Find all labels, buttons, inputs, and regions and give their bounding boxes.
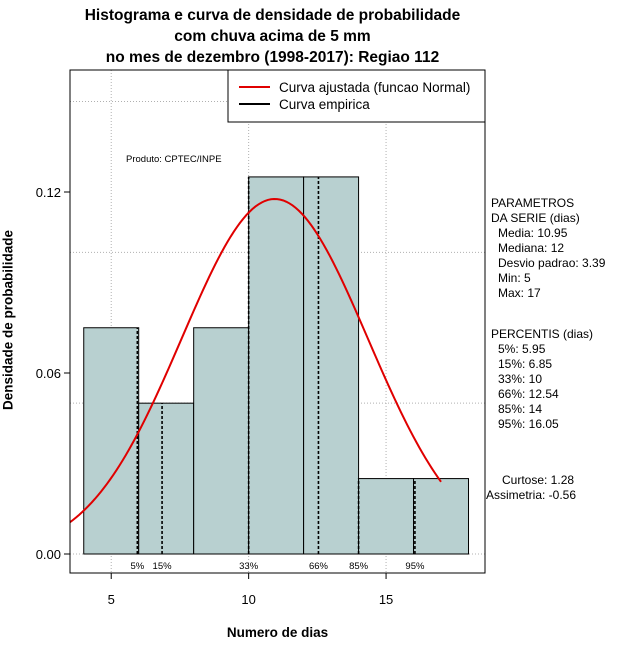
percentiles-heading: PERCENTIS (dias) xyxy=(491,327,594,341)
parameters-heading-1: PARAMETROS xyxy=(491,196,575,210)
x-tick-label: 5 xyxy=(108,592,115,607)
histogram-bar xyxy=(413,478,470,555)
legend-empirical-label: Curva empirica xyxy=(279,97,370,112)
histogram-bar xyxy=(248,176,305,555)
param-max: Max: 17 xyxy=(498,286,541,300)
x-tick-label: 15 xyxy=(379,592,393,607)
legend-box xyxy=(227,69,486,123)
histogram-bar xyxy=(83,327,140,555)
histogram-bar xyxy=(358,478,415,555)
parameters-heading-2: DA SERIE (dias) xyxy=(491,211,580,225)
percentile-label: 66% xyxy=(309,561,329,572)
percentile-33: 33%: 10 xyxy=(498,372,543,386)
percentile-label: 95% xyxy=(405,561,425,572)
percentile-label: 15% xyxy=(153,561,173,572)
y-tick-label: 0.12 xyxy=(36,185,61,200)
percentile-85: 85%: 14 xyxy=(498,402,543,416)
histogram-bar xyxy=(303,176,360,555)
percentile-95: 95%: 16.05 xyxy=(498,417,559,431)
legend: Curva ajustada (funcao Normal) Curva emp… xyxy=(227,69,486,123)
param-min: Min: 5 xyxy=(498,271,531,285)
histogram-bar xyxy=(193,327,250,555)
legend-fitted-label: Curva ajustada (funcao Normal) xyxy=(279,80,470,95)
param-median: Mediana: 12 xyxy=(498,241,565,255)
skewness-label: Assimetria: -0.56 xyxy=(486,488,577,502)
percentile-label: 5% xyxy=(130,561,144,572)
chart-title-line-3: no mes de dezembro (1998-2017): Regiao 1… xyxy=(105,49,440,66)
percentile-66: 66%: 12.54 xyxy=(498,387,559,401)
histogram-bar xyxy=(138,402,195,555)
percentile-label: 33% xyxy=(239,561,259,572)
kurtosis-label: Curtose: 1.28 xyxy=(502,473,575,487)
param-sd: Desvio padrao: 3.39 xyxy=(498,256,606,270)
param-mean: Media: 10.95 xyxy=(498,226,568,240)
chart-title-line-2: com chuva acima de 5 mm xyxy=(174,28,371,45)
y-tick-label: 0.06 xyxy=(36,366,61,381)
percentile-label: 85% xyxy=(349,561,369,572)
x-axis-label: Numero de dias xyxy=(226,625,329,640)
percentile-5: 5%: 5.95 xyxy=(498,342,546,356)
fitted-normal-curve xyxy=(69,197,442,524)
source-label: Produto: CPTEC/INPE xyxy=(126,154,222,165)
y-tick-label: 0.00 xyxy=(36,547,61,562)
x-tick-label: 10 xyxy=(241,592,255,607)
chart-title-line-1: Histograma e curva de densidade de proba… xyxy=(84,7,461,24)
percentile-15: 15%: 6.85 xyxy=(498,357,553,371)
